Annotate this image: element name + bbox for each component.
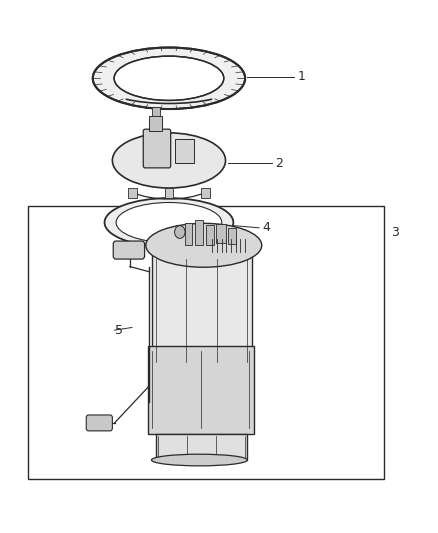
Ellipse shape (114, 56, 224, 100)
Ellipse shape (94, 48, 244, 108)
Bar (128, 188, 137, 198)
Text: 3: 3 (391, 225, 399, 239)
Bar (216, 224, 226, 243)
Bar (176, 139, 194, 163)
Circle shape (175, 225, 185, 238)
Bar (156, 433, 247, 460)
Ellipse shape (152, 454, 247, 466)
Bar (206, 225, 214, 245)
Bar (165, 188, 173, 198)
Text: 2: 2 (276, 157, 283, 169)
Ellipse shape (116, 203, 222, 243)
FancyBboxPatch shape (113, 241, 145, 259)
Text: 4: 4 (262, 221, 270, 235)
FancyBboxPatch shape (86, 415, 113, 431)
Bar (185, 223, 192, 245)
Ellipse shape (105, 198, 233, 247)
Bar (149, 116, 162, 131)
Bar (28, 206, 385, 479)
Text: 5: 5 (115, 324, 123, 337)
Bar (201, 188, 210, 198)
Bar (228, 228, 236, 244)
Ellipse shape (113, 133, 226, 188)
Bar (152, 107, 160, 116)
Bar (195, 220, 203, 245)
Bar (152, 245, 252, 367)
FancyBboxPatch shape (143, 129, 171, 168)
Text: 1: 1 (297, 70, 305, 83)
Bar (148, 346, 254, 433)
Ellipse shape (146, 223, 262, 267)
